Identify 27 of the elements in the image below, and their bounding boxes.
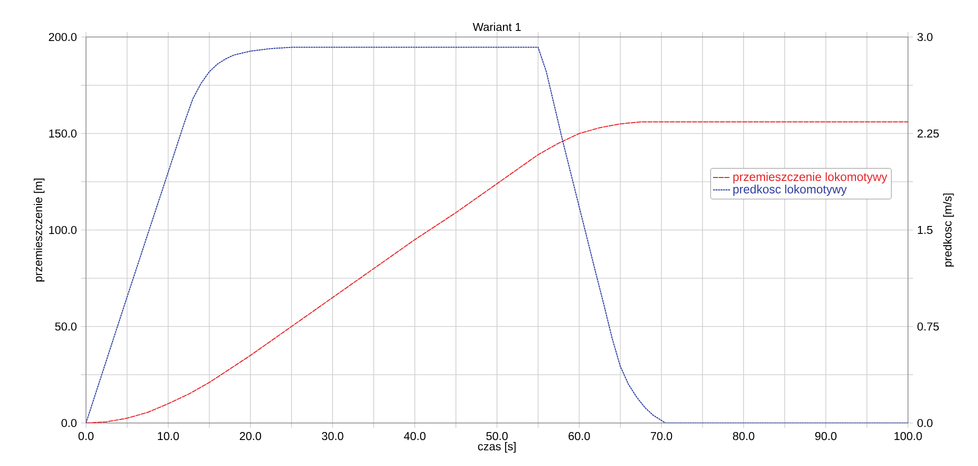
y2-tick-label: 0.75 — [917, 322, 939, 331]
y-tick-label: 100.0 — [49, 226, 77, 234]
y-tick-label: 0.0 — [62, 418, 77, 428]
x-tick-label: 50.0 — [486, 432, 508, 440]
x-tick-label: 90.0 — [815, 432, 837, 440]
y-tick-label: 50.0 — [55, 322, 77, 331]
legend-label: predkosc lokomotywy — [733, 184, 847, 196]
chart-title: Wariant 1 — [472, 22, 521, 31]
x-tick-label: 0.0 — [78, 432, 94, 440]
x-tick-label: 10.0 — [158, 432, 179, 440]
y2-axis-title: predkosc [m/s] — [943, 194, 954, 267]
y-axis-title: przemieszczenie [m] — [34, 178, 44, 282]
x-tick-label: 20.0 — [240, 432, 262, 440]
x-tick-label: 70.0 — [650, 432, 672, 440]
y2-tick-label: 0.0 — [917, 418, 932, 428]
y2-tick-label: 3.0 — [917, 32, 932, 42]
legend-label: przemieszczenie lokomotywy — [733, 172, 888, 184]
y2-tick-label: 1.5 — [918, 226, 932, 234]
x-tick-label: 30.0 — [322, 432, 344, 440]
x-tick-label: 60.0 — [568, 432, 590, 440]
y2-tick-label: 2.25 — [918, 129, 939, 138]
y-tick-label: 150.0 — [49, 129, 77, 138]
x-tick-label: 80.0 — [732, 432, 754, 440]
x-axis-title: czas [s] — [478, 442, 516, 453]
x-tick-label: 40.0 — [404, 432, 426, 440]
y-tick-label: 200.0 — [48, 32, 77, 42]
x-tick-label: 100.0 — [894, 432, 922, 440]
